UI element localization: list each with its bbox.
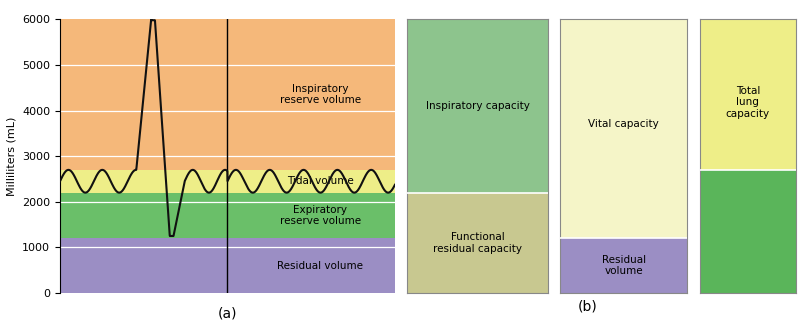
Text: Vital capacity: Vital capacity: [588, 119, 659, 129]
Text: Expiratory
reserve volume: Expiratory reserve volume: [280, 205, 361, 226]
Text: Residual volume: Residual volume: [278, 260, 363, 271]
Y-axis label: Milliliters (mL): Milliliters (mL): [6, 117, 17, 196]
Text: (a): (a): [218, 307, 238, 321]
Text: (b): (b): [578, 300, 598, 314]
Bar: [407, 19, 548, 193]
Text: Tidal volume: Tidal volume: [287, 176, 354, 186]
Bar: [60, 193, 395, 238]
Text: Functional
residual capacity: Functional residual capacity: [433, 232, 522, 254]
Bar: [407, 193, 548, 293]
Text: Inspiratory capacity: Inspiratory capacity: [426, 101, 530, 111]
Bar: [560, 238, 687, 293]
Bar: [60, 170, 395, 193]
Text: Total
lung
capacity: Total lung capacity: [726, 86, 770, 119]
Bar: [699, 19, 796, 170]
Bar: [60, 19, 395, 170]
Bar: [560, 19, 687, 238]
Bar: [699, 170, 796, 293]
Text: Inspiratory
reserve volume: Inspiratory reserve volume: [280, 84, 361, 105]
Text: Residual
volume: Residual volume: [602, 255, 646, 277]
Bar: [60, 238, 395, 293]
